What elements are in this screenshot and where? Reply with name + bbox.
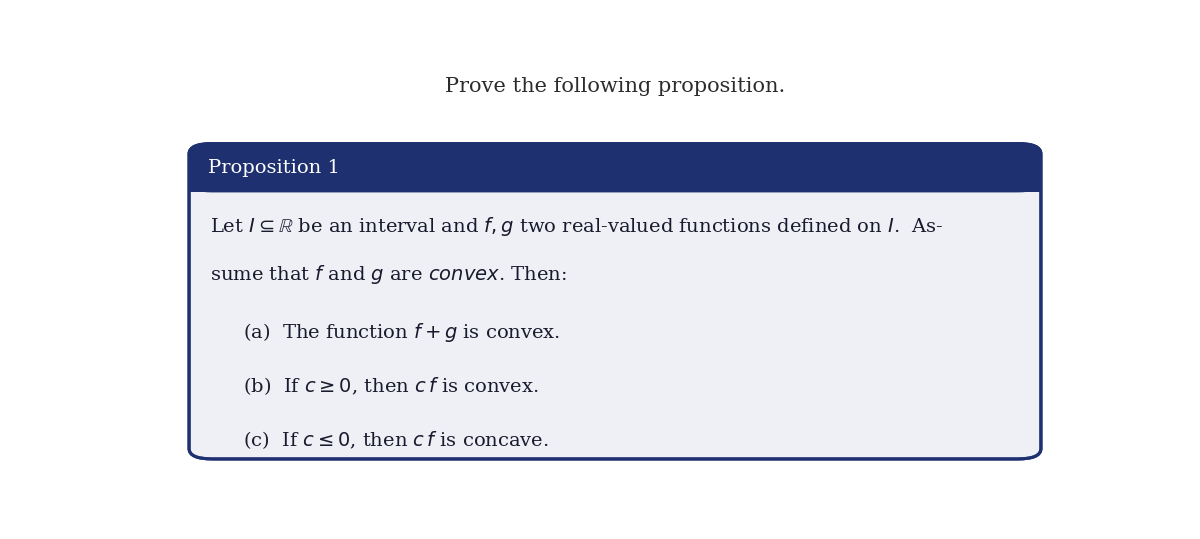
Text: (b)  If $c \geq 0$, then $c\,f$ is convex.: (b) If $c \geq 0$, then $c\,f$ is convex… xyxy=(242,375,539,397)
Text: Prove the following proposition.: Prove the following proposition. xyxy=(445,77,785,96)
FancyBboxPatch shape xyxy=(190,143,1040,192)
Text: Let $I \subseteq \mathbb{R}$ be an interval and $f,g$ two real-valued functions : Let $I \subseteq \mathbb{R}$ be an inter… xyxy=(210,215,943,238)
Text: Proposition 1: Proposition 1 xyxy=(208,159,340,177)
Text: (a)  The function $f + g$ is convex.: (a) The function $f + g$ is convex. xyxy=(242,321,560,344)
Text: (c)  If $c \leq 0$, then $c\,f$ is concave.: (c) If $c \leq 0$, then $c\,f$ is concav… xyxy=(242,429,548,451)
Bar xyxy=(190,165,1040,192)
Text: sume that $f$ and $g$ are $\mathit{convex}$. Then:: sume that $f$ and $g$ are $\mathit{conve… xyxy=(210,263,566,286)
FancyBboxPatch shape xyxy=(190,143,1040,459)
